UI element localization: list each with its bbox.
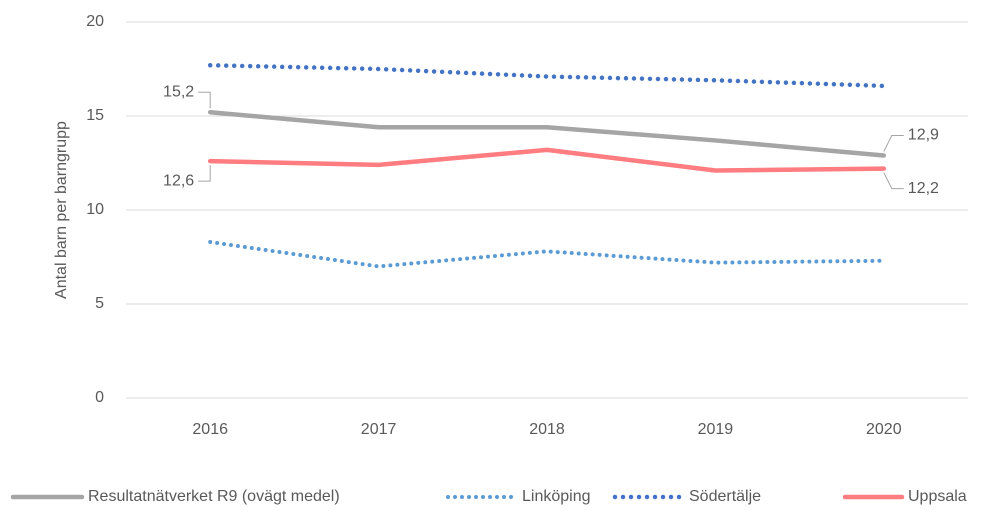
y-tick-label: 20	[86, 13, 104, 30]
label-leader	[198, 165, 211, 182]
y-tick-label: 10	[86, 201, 104, 218]
legend-label: Uppsala	[908, 488, 967, 505]
label-leader	[883, 134, 904, 152]
series-line	[207, 147, 887, 173]
x-tick-label: 2019	[698, 421, 734, 438]
series-line	[207, 109, 887, 158]
x-tick-label: 2020	[866, 421, 902, 438]
label-leader	[198, 91, 211, 109]
y-tick-label: 15	[86, 107, 104, 124]
data-label: 12,2	[908, 180, 939, 197]
y-tick-label: 0	[95, 389, 104, 406]
x-tick-label: 2016	[192, 421, 228, 438]
y-axis-label: Antal barn per barngrupp	[53, 121, 70, 299]
data-label: 15,2	[163, 83, 194, 100]
legend-label: Södertälje	[689, 488, 761, 505]
legend-label: Linköping	[522, 488, 591, 505]
x-tick-label: 2018	[529, 421, 565, 438]
data-label: 12,9	[908, 127, 939, 144]
data-label: 12,6	[163, 172, 194, 189]
series-line	[208, 239, 886, 269]
label-leader	[883, 172, 904, 190]
legend-label: Resultatnätverket R9 (ovägt medel)	[88, 488, 340, 505]
x-tick-label: 2017	[361, 421, 397, 438]
y-tick-label: 5	[95, 295, 104, 312]
series-line	[207, 62, 887, 89]
